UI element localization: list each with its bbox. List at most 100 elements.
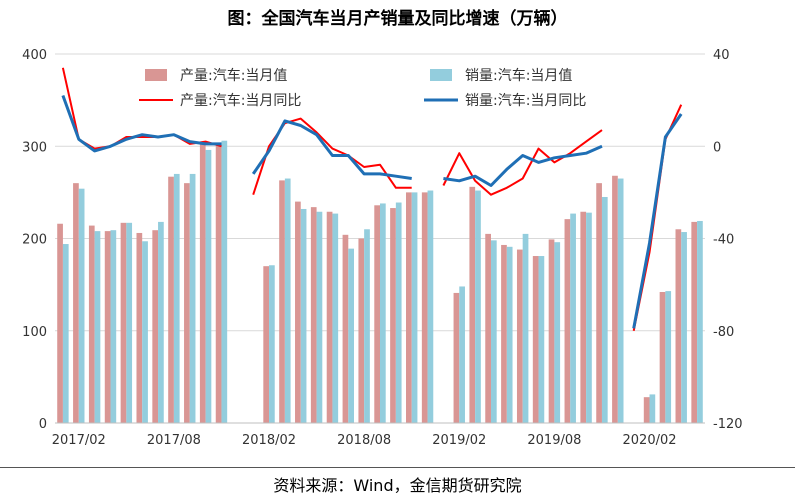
bar [57, 223, 63, 423]
y-left-tick-label: 200 [22, 233, 47, 248]
y-left-tick-label: 0 [39, 417, 47, 432]
bar [580, 211, 587, 423]
bar [332, 213, 339, 423]
bar [691, 221, 698, 423]
bar [675, 229, 682, 423]
bar [490, 240, 497, 423]
y-left-tick-label: 300 [22, 140, 47, 155]
bar [501, 244, 507, 423]
divider-line [0, 467, 795, 468]
x-tick-label: 2017/08 [147, 433, 201, 448]
bar [173, 173, 180, 423]
bar [300, 208, 307, 423]
legend-swatch [430, 69, 452, 81]
bar [586, 212, 592, 423]
bar [158, 221, 164, 423]
bar [548, 239, 555, 423]
bar [643, 397, 650, 423]
bar [522, 233, 529, 423]
bar [506, 246, 513, 423]
bar [564, 219, 571, 423]
bar [411, 192, 418, 423]
bar [62, 244, 69, 423]
bar [269, 265, 275, 423]
y-left-tick-label: 100 [22, 325, 47, 340]
bar [570, 213, 576, 423]
bar [596, 183, 602, 423]
bar [348, 248, 354, 423]
bar [485, 233, 491, 423]
chart-title: 图：全国汽车当月产销量及同比增速（万辆） [227, 9, 568, 29]
bar [152, 230, 159, 423]
bar [390, 208, 396, 423]
bar [374, 205, 380, 423]
bar [617, 178, 624, 423]
x-tick-label: 2018/02 [242, 433, 296, 448]
bar [612, 175, 618, 423]
bar [104, 231, 111, 423]
bar [78, 188, 85, 423]
bar [665, 291, 672, 423]
bar [475, 190, 481, 423]
bar [697, 220, 703, 423]
bar [263, 266, 270, 423]
bar [136, 232, 143, 423]
bar [421, 192, 428, 423]
series-line [443, 144, 603, 187]
y-right-tick-label: -120 [713, 417, 743, 432]
bar [532, 256, 539, 423]
y-right-tick-label: -40 [713, 233, 734, 248]
bar [516, 249, 523, 423]
bar [88, 225, 95, 423]
legend-label: 产量:汽车:当月值 [180, 67, 287, 84]
bar [310, 207, 317, 423]
bar [189, 173, 196, 423]
legend-swatch [145, 69, 167, 81]
bar [459, 286, 465, 423]
bar [221, 140, 228, 423]
bar [142, 241, 148, 423]
bar [342, 234, 349, 423]
bar [316, 211, 323, 423]
series-line [632, 113, 683, 329]
bar [215, 144, 222, 423]
x-tick-label: 2019/08 [527, 433, 581, 448]
bar [284, 178, 291, 423]
x-tick-label: 2018/08 [337, 433, 391, 448]
bar [659, 292, 666, 423]
bar [364, 229, 370, 423]
y-left-tick-label: 400 [22, 48, 47, 63]
y-right-tick-label: 40 [713, 48, 730, 63]
bar [453, 292, 460, 423]
legend-label: 销量:汽车:当月同比 [465, 92, 586, 109]
bar [120, 222, 127, 423]
series-line [61, 94, 222, 153]
bar [427, 190, 434, 423]
y-right-tick-label: 0 [713, 140, 721, 155]
series-line [251, 119, 412, 180]
bar [554, 242, 561, 423]
bar [73, 183, 79, 423]
legend-label: 产量:汽车:当月同比 [180, 92, 301, 109]
bar [380, 203, 386, 423]
bar [168, 176, 174, 423]
bar [469, 186, 476, 423]
bars [57, 140, 703, 423]
axes: 0 100 200 300 400 -120 -80 -40 0 40 2017/02 2017/08… [22, 48, 742, 448]
bar [279, 180, 285, 423]
bar [358, 238, 365, 423]
bar [601, 196, 608, 423]
legend-label: 销量:汽车:当月值 [465, 67, 572, 84]
bar [395, 202, 402, 423]
chart-source: 资料来源：Wind，金信期货研究院 [273, 476, 522, 495]
bar [649, 394, 656, 423]
x-tick-label: 2017/02 [52, 433, 106, 448]
x-tick-label: 2020/02 [623, 433, 677, 448]
bar [199, 141, 206, 423]
y-right-tick-label: -80 [713, 325, 734, 340]
bar [110, 230, 117, 423]
series-line [442, 129, 603, 196]
bar [326, 211, 333, 423]
bar [538, 256, 545, 423]
